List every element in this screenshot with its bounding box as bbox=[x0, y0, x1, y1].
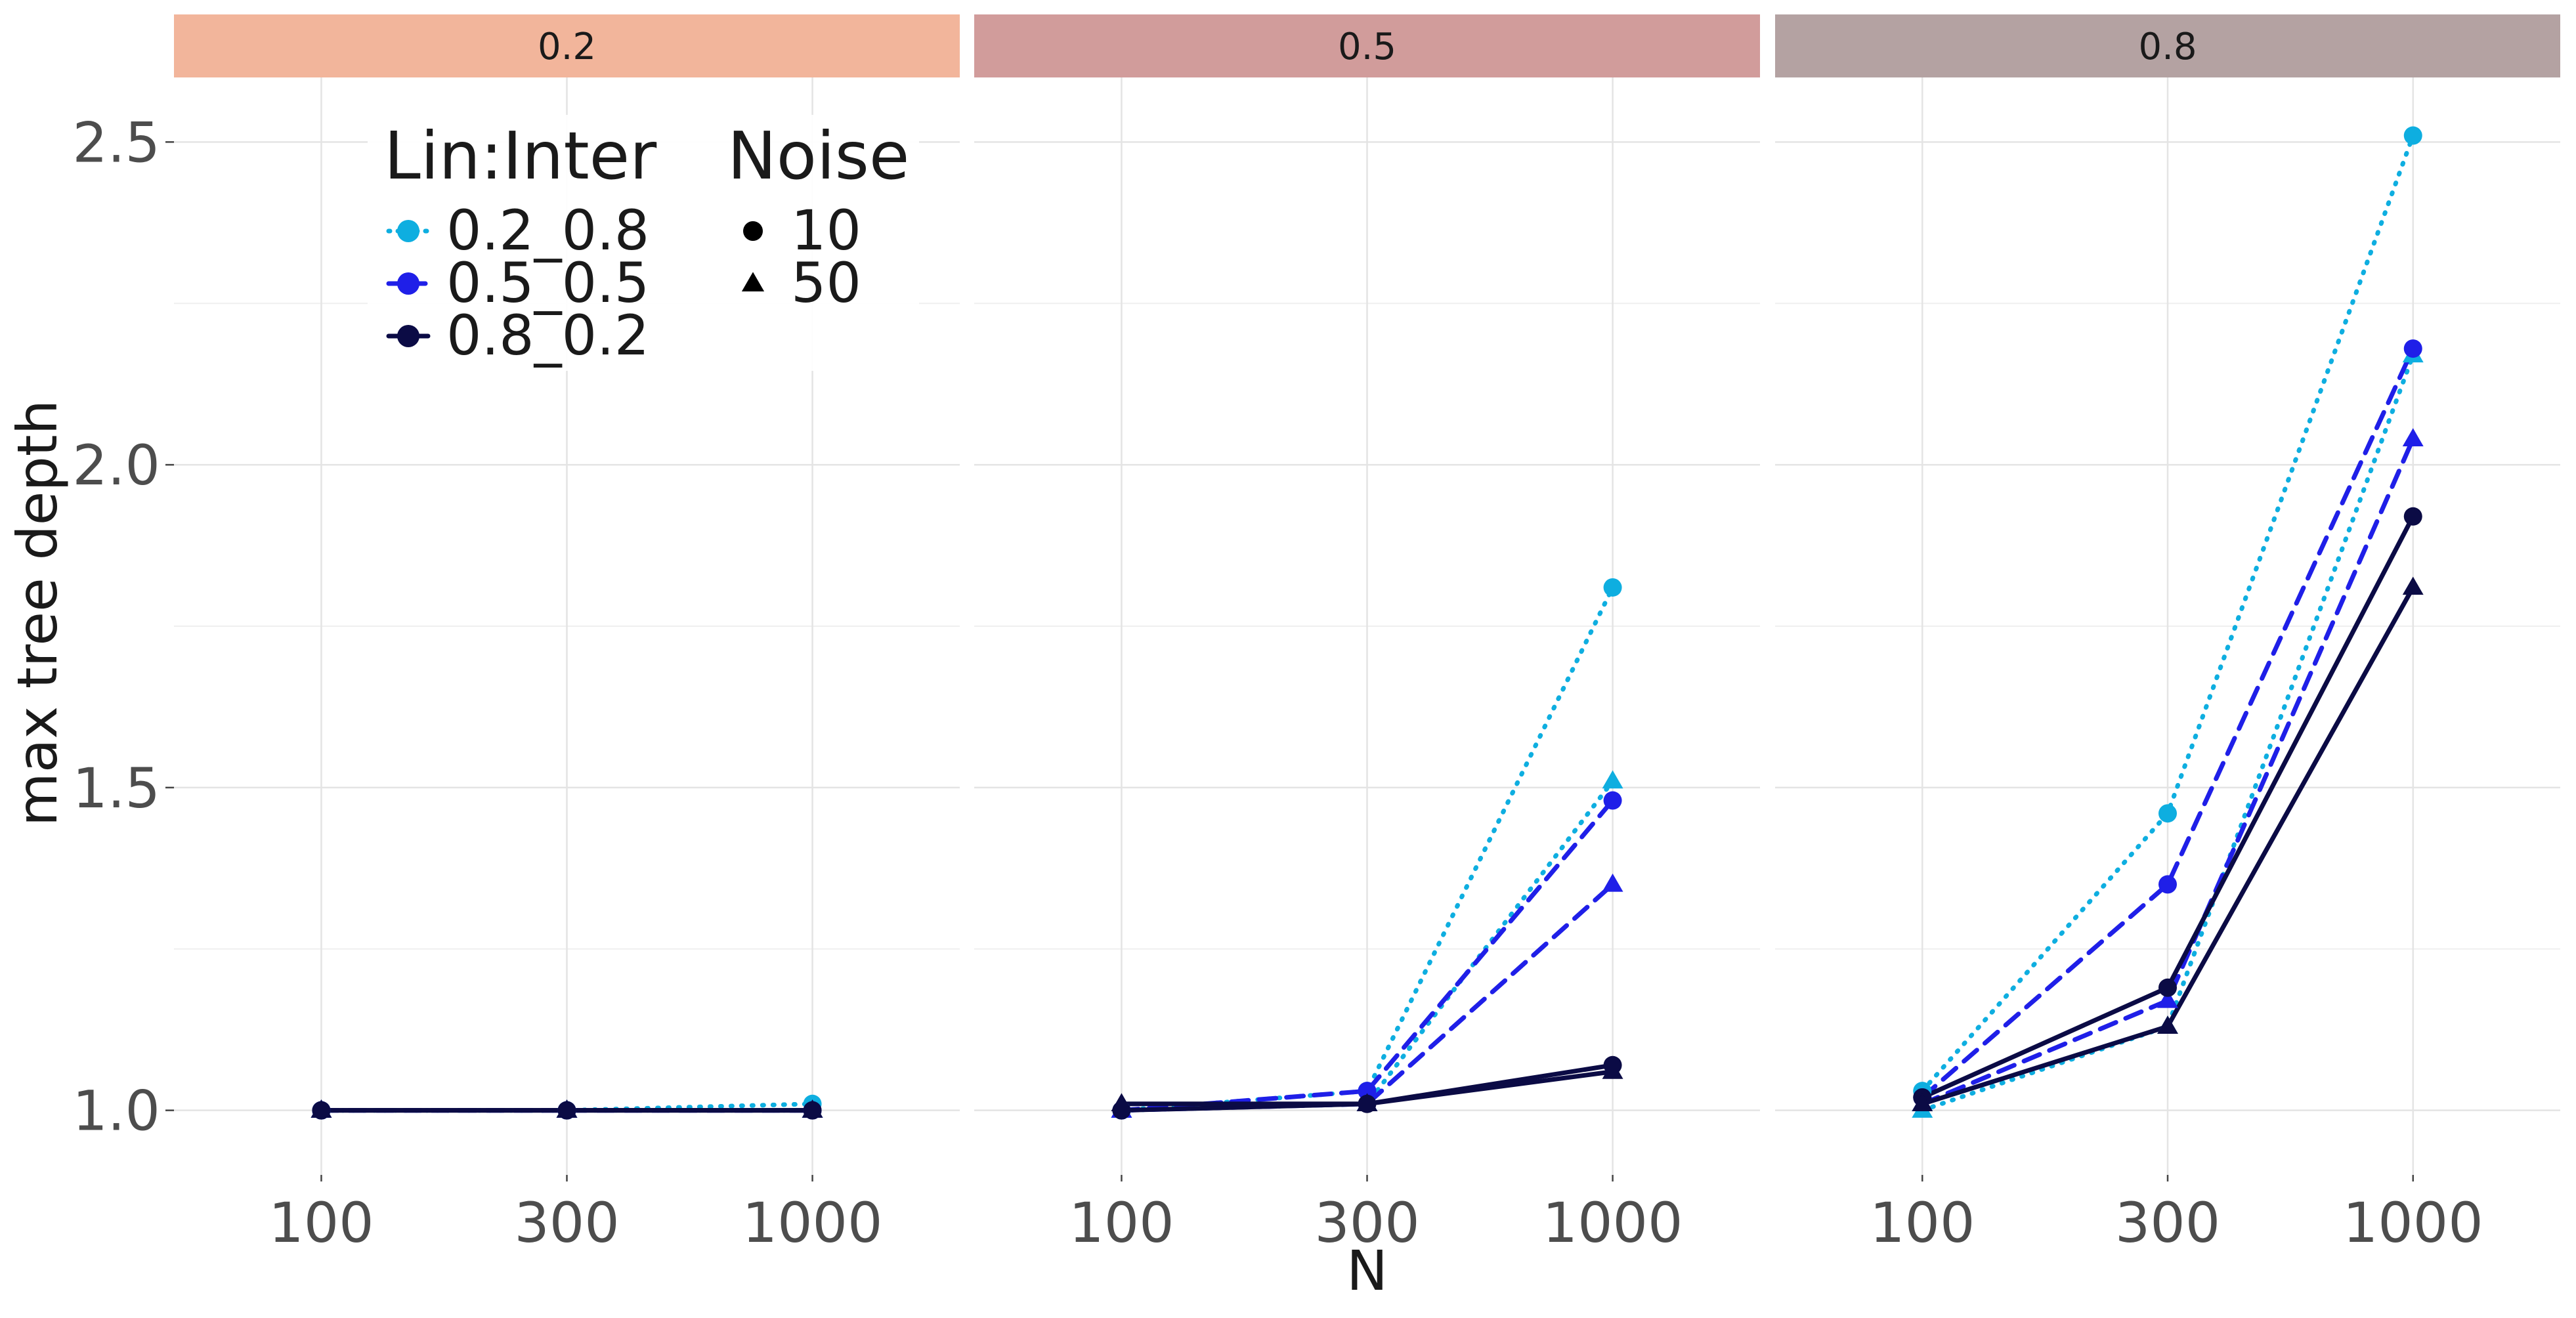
legend-label-0.5_0.5: 0.5_0.5 bbox=[446, 251, 649, 315]
series-line-0.2_0.8-noise-50 bbox=[1920, 352, 2416, 1113]
facet-label-2: 0.8 bbox=[2138, 26, 2197, 68]
x-tick-label: 300 bbox=[2115, 1191, 2220, 1255]
data-point-0.5_0.5-noise-10 bbox=[2158, 875, 2177, 894]
data-point-0.8_0.2-noise-50 bbox=[2402, 576, 2424, 595]
y-tick-label: 2.0 bbox=[72, 433, 160, 498]
data-point-0.8_0.2-noise-50 bbox=[1912, 1093, 1933, 1111]
data-point-0.8_0.2-noise-10 bbox=[2403, 507, 2422, 526]
data-point-0.8_0.2-noise-50 bbox=[311, 1099, 332, 1118]
y-axis-title: max tree depth bbox=[5, 400, 70, 826]
legend-key-shape-10 bbox=[743, 221, 763, 241]
data-point-0.5_0.5-noise-10 bbox=[1603, 791, 1622, 810]
data-point-0.8_0.2-noise-50 bbox=[802, 1099, 823, 1118]
data-point-0.8_0.2-noise-50 bbox=[1356, 1093, 1378, 1111]
data-point-0.5_0.5-noise-50 bbox=[2402, 428, 2424, 446]
x-tick-label: 1000 bbox=[1543, 1191, 1683, 1255]
data-point-0.5_0.5-noise-50 bbox=[2157, 989, 2178, 1008]
series-line-0.5_0.5-noise-10 bbox=[1920, 346, 2416, 1100]
x-tick-label: 100 bbox=[1870, 1191, 1975, 1255]
y-tick-label: 1.0 bbox=[72, 1079, 160, 1143]
legend-key-point-0.5_0.5 bbox=[397, 272, 419, 295]
data-point-0.5_0.5-noise-50 bbox=[1602, 873, 1623, 892]
legend-label-0.2_0.8: 0.2_0.8 bbox=[446, 198, 649, 263]
x-tick-label: 1000 bbox=[742, 1191, 883, 1255]
data-point-0.2_0.8-noise-50 bbox=[1602, 770, 1623, 789]
facet-strip-1 bbox=[974, 14, 1760, 77]
legend-title-shape: Noise bbox=[727, 117, 909, 194]
data-point-0.8_0.2-noise-50 bbox=[1602, 1061, 1623, 1079]
x-axis-title: N bbox=[1346, 1239, 1388, 1303]
data-point-0.8_0.2-noise-50 bbox=[2157, 1015, 2178, 1034]
data-point-0.8_0.2-noise-50 bbox=[556, 1099, 578, 1118]
legend-key-shape-50 bbox=[741, 272, 765, 291]
data-point-0.2_0.8-noise-10 bbox=[1603, 578, 1622, 597]
data-point-0.8_0.2-noise-10 bbox=[2158, 978, 2177, 997]
legend-background bbox=[368, 115, 919, 371]
y-tick-label: 2.5 bbox=[72, 110, 160, 175]
facet-strip-0 bbox=[174, 14, 960, 77]
x-tick-label: 300 bbox=[514, 1191, 619, 1255]
legend-label-noise-10: 10 bbox=[791, 198, 861, 263]
facet-label-0: 0.2 bbox=[538, 26, 596, 68]
data-point-0.2_0.8-noise-10 bbox=[2158, 804, 2177, 823]
legend-key-point-0.2_0.8 bbox=[397, 220, 419, 242]
y-tick-label: 1.5 bbox=[72, 756, 160, 820]
x-tick-label: 100 bbox=[268, 1191, 374, 1255]
data-point-0.8_0.2-noise-50 bbox=[1111, 1093, 1132, 1111]
legend-title-color: Lin:Inter bbox=[384, 117, 657, 194]
facet-strip-2 bbox=[1775, 14, 2560, 77]
legend-key-point-0.8_0.2 bbox=[397, 325, 419, 347]
legend-label-noise-50: 50 bbox=[791, 251, 861, 315]
legend-label-0.8_0.2: 0.8_0.2 bbox=[446, 303, 649, 368]
data-point-0.2_0.8-noise-10 bbox=[2403, 126, 2422, 145]
x-tick-label: 100 bbox=[1069, 1191, 1174, 1255]
facet-label-1: 0.5 bbox=[1338, 26, 1396, 68]
x-tick-label: 300 bbox=[1314, 1191, 1419, 1255]
data-point-0.5_0.5-noise-10 bbox=[1358, 1082, 1377, 1101]
x-tick-label: 1000 bbox=[2343, 1191, 2483, 1255]
data-point-0.5_0.5-noise-10 bbox=[2403, 339, 2422, 358]
